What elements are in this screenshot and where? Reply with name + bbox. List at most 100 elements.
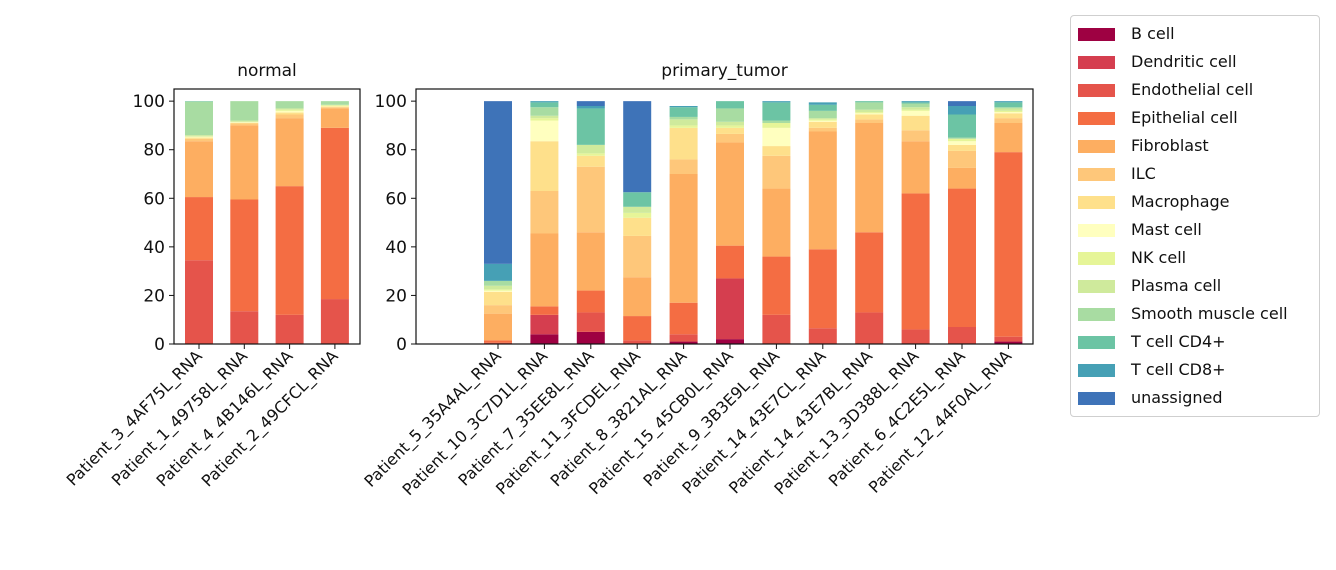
- legend-label: Epithelial cell: [1131, 108, 1238, 127]
- bar-segment-mast-cell: [275, 110, 304, 113]
- legend-label: Endothelial cell: [1131, 80, 1254, 99]
- bar-segment-macrophage: [901, 115, 930, 131]
- bar-segment-mast-cell: [948, 141, 976, 145]
- legend-item-nk-cell: NK cell: [1078, 248, 1318, 268]
- bar-segment-plasma-cell: [994, 108, 1023, 111]
- bar-segment-nk-cell: [901, 109, 930, 111]
- bar-segment-smooth-muscle-cell: [716, 108, 744, 122]
- bar-segment-endothelial-cell: [855, 312, 884, 344]
- bar-segment-nk-cell: [275, 109, 304, 111]
- bar-segment-plasma-cell: [669, 119, 698, 126]
- bar-segment-fibroblast: [275, 118, 304, 187]
- bar-segment-plasma-cell: [623, 206, 652, 213]
- bar-segment-ilc: [576, 166, 605, 233]
- bar-segment-nk-cell: [808, 119, 837, 121]
- legend-swatch: [1078, 336, 1115, 349]
- bar-segment-smooth-muscle-cell: [484, 280, 512, 286]
- y-tick-label: 0: [154, 335, 165, 355]
- bar-segment-nk-cell: [484, 289, 512, 291]
- legend-item-fibroblast: Fibroblast: [1078, 136, 1318, 156]
- legend-label: NK cell: [1131, 248, 1187, 267]
- bar-segment-dendritic-cell: [716, 278, 744, 340]
- legend: B cell Dendritic cell Endothelial cell Epit…: [1070, 15, 1320, 417]
- bar-segment-fibroblast: [230, 125, 259, 200]
- bar-segment-nk-cell: [320, 105, 349, 106]
- bar-segment-smooth-muscle-cell: [808, 110, 837, 119]
- bar-segment-epithelial-cell: [901, 193, 930, 330]
- legend-swatch: [1078, 140, 1115, 153]
- panel-primary-tumor: primary_tumorPatient_5_35A4AL_RNAPatient…: [360, 61, 1034, 500]
- bar-segment-nk-cell: [855, 112, 884, 114]
- bar-segment-epithelial-cell: [320, 127, 349, 300]
- bar-segment-epithelial-cell: [623, 316, 652, 341]
- bar-segment-fibroblast: [669, 174, 698, 303]
- bar-segment-t-cell-cd8: [484, 263, 512, 281]
- bar-segment-plasma-cell: [275, 108, 304, 110]
- bar-segment-epithelial-cell: [948, 188, 976, 327]
- bar-segment-endothelial-cell: [623, 340, 652, 344]
- bar-segment-ilc: [484, 305, 512, 314]
- bar-segment-macrophage: [762, 146, 791, 156]
- bar-segment-plasma-cell: [484, 285, 512, 290]
- bar-segment-epithelial-cell: [185, 197, 213, 261]
- bar-segment-ilc: [669, 159, 698, 174]
- bar-segment-unassigned: [576, 101, 605, 106]
- panel-title: primary_tumor: [661, 61, 787, 81]
- bar-stack-patient-7-35ee8l-rna: [576, 101, 605, 344]
- bar-segment-mast-cell: [855, 113, 884, 115]
- bar-segment-smooth-muscle-cell: [275, 101, 304, 109]
- bar-segment-fibroblast: [762, 188, 791, 257]
- bar-segment-smooth-muscle-cell: [320, 101, 349, 105]
- bar-segment-macrophage: [669, 127, 698, 160]
- bar-segment-t-cell-cd4: [808, 104, 837, 111]
- y-tick-label: 60: [143, 189, 165, 209]
- bar-segment-t-cell-cd4: [901, 102, 930, 104]
- bar-segment-t-cell-cd8: [762, 101, 791, 103]
- bar-segment-b-cell: [994, 341, 1023, 344]
- bar-segment-smooth-muscle-cell: [901, 103, 930, 108]
- bar-segment-macrophage: [716, 127, 744, 134]
- bar-segment-plasma-cell: [576, 144, 605, 154]
- bar-segment-epithelial-cell: [762, 256, 791, 315]
- bar-segment-fibroblast: [320, 108, 349, 128]
- bar-segment-ilc: [808, 127, 837, 132]
- bar-segment-macrophage: [994, 113, 1023, 119]
- bar-segment-t-cell-cd4: [762, 102, 791, 121]
- bar-segment-macrophage: [185, 137, 213, 139]
- y-tick-label: 100: [375, 92, 407, 112]
- bar-segment-smooth-muscle-cell: [185, 101, 213, 136]
- legend-label: B cell: [1131, 24, 1175, 43]
- legend-swatch: [1078, 252, 1115, 265]
- bar-stack-patient-13-3d388l-rna: [901, 101, 930, 344]
- bar-stack-patient-3-4af75l-rna: [185, 101, 213, 344]
- bar-segment-fibroblast: [901, 141, 930, 194]
- y-tick-label: 100: [133, 92, 165, 112]
- bar-segment-fibroblast: [855, 123, 884, 233]
- bar-segment-mast-cell: [185, 136, 213, 138]
- bar-segment-endothelial-cell: [669, 334, 698, 342]
- bar-segment-endothelial-cell: [185, 260, 213, 344]
- legend-label: Plasma cell: [1131, 276, 1222, 295]
- legend-item-unassigned: unassigned: [1078, 388, 1318, 408]
- bar-segment-b-cell: [576, 331, 605, 344]
- bar-segment-macrophage: [623, 217, 652, 236]
- legend-swatch: [1078, 84, 1115, 97]
- bar-segment-t-cell-cd8: [808, 102, 837, 105]
- bar-segment-macrophage: [948, 144, 976, 151]
- bar-segment-t-cell-cd8: [669, 106, 698, 108]
- bar-stack-patient-5-35a4al-rna: [484, 101, 512, 344]
- bar-segment-unassigned: [484, 101, 512, 264]
- y-tick-label: 40: [143, 238, 165, 258]
- bar-segment-t-cell-cd8: [530, 101, 559, 103]
- bar-segment-t-cell-cd4: [669, 107, 698, 117]
- bar-segment-ilc: [901, 130, 930, 142]
- bar-segment-dendritic-cell: [530, 314, 559, 335]
- bar-segment-nk-cell: [669, 125, 698, 128]
- bar-segment-smooth-muscle-cell: [948, 137, 976, 139]
- legend-item-endothelial-cell: Endothelial cell: [1078, 80, 1318, 100]
- bar-segment-plasma-cell: [716, 121, 744, 126]
- bar-segment-endothelial-cell: [762, 314, 791, 344]
- bar-segment-t-cell-cd4: [948, 114, 976, 138]
- bar-segment-plasma-cell: [901, 107, 930, 110]
